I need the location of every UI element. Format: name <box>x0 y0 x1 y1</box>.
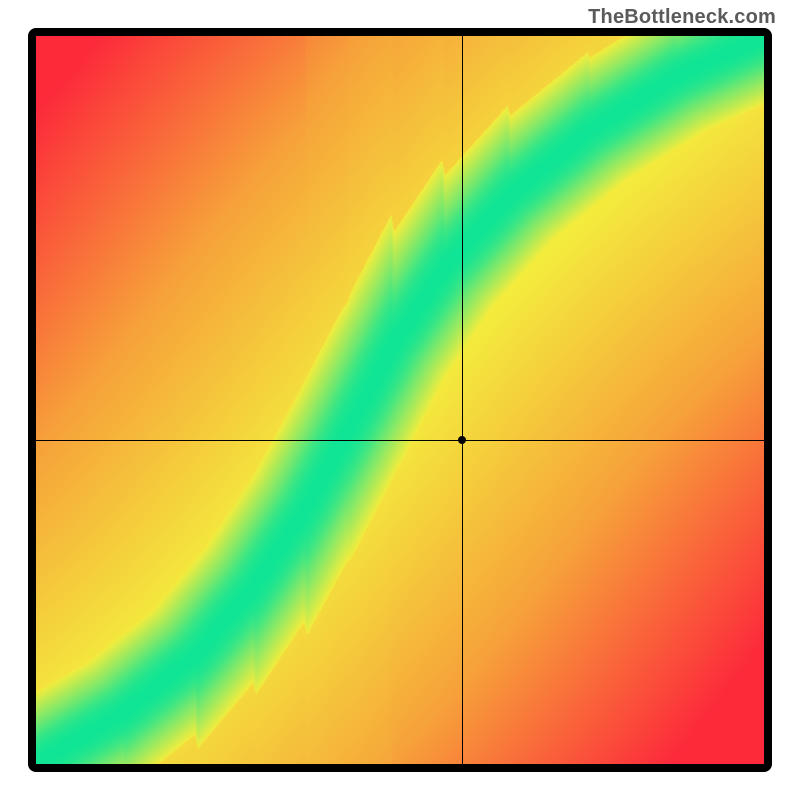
crosshair-horizontal <box>36 440 764 441</box>
heatmap-canvas <box>36 36 764 764</box>
data-point-marker <box>458 436 466 444</box>
plot-area <box>36 36 764 764</box>
chart-container: TheBottleneck.com <box>0 0 800 800</box>
watermark-text: TheBottleneck.com <box>588 6 776 29</box>
crosshair-vertical <box>462 36 463 764</box>
